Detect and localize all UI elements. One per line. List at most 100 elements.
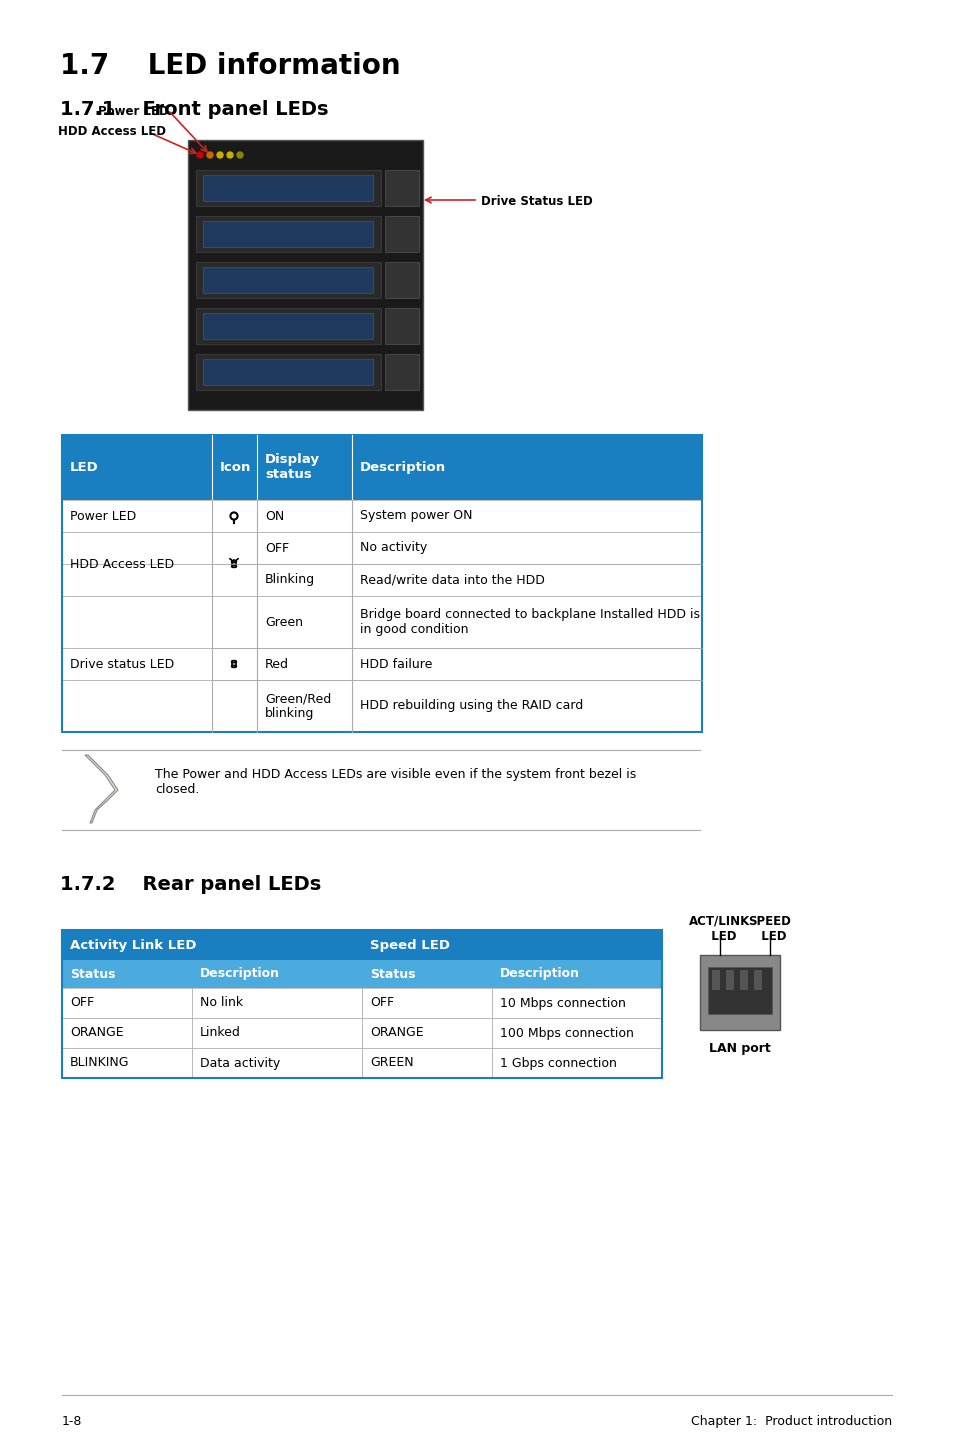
Bar (492, 1018, 661, 1048)
Text: System power ON: System power ON (359, 509, 472, 522)
Text: HDD failure: HDD failure (359, 657, 432, 670)
Bar (740, 971, 747, 989)
Bar (361, 1048, 492, 1078)
Bar (361, 930, 661, 961)
Text: Chapter 1:  Product introduction: Chapter 1: Product introduction (690, 1415, 891, 1428)
Bar (62, 961, 192, 988)
Bar (385, 262, 418, 298)
Text: 1-8: 1-8 (62, 1415, 82, 1428)
Bar (203, 267, 373, 293)
Circle shape (196, 152, 203, 158)
Bar (195, 216, 380, 252)
Text: GREEN: GREEN (370, 1057, 414, 1070)
Bar (385, 354, 418, 390)
Bar (195, 262, 380, 298)
Text: Description: Description (359, 462, 446, 475)
Bar (203, 313, 373, 339)
Bar (62, 532, 701, 564)
Text: No activity: No activity (359, 542, 427, 555)
Circle shape (216, 152, 223, 158)
Bar (62, 1018, 192, 1048)
Text: 1.7.2    Rear panel LEDs: 1.7.2 Rear panel LEDs (60, 874, 321, 894)
Text: 10 Mbps connection: 10 Mbps connection (499, 997, 625, 1009)
Circle shape (236, 152, 243, 158)
Bar (192, 961, 361, 988)
Text: Data activity: Data activity (200, 1057, 280, 1070)
Bar (203, 221, 373, 247)
Text: OFF: OFF (370, 997, 394, 1009)
Text: Blinking: Blinking (265, 574, 314, 587)
Text: Power LED: Power LED (70, 509, 136, 522)
Text: OFF: OFF (70, 997, 94, 1009)
Bar (62, 595, 701, 649)
Bar (203, 360, 373, 385)
Bar (385, 216, 418, 252)
Text: OFF: OFF (265, 542, 289, 555)
Text: BLINKING: BLINKING (70, 1057, 130, 1070)
Bar (62, 564, 701, 595)
Text: Bridge board connected to backplane Installed HDD is
in good condition: Bridge board connected to backplane Inst… (359, 608, 700, 636)
Text: No link: No link (200, 997, 243, 1009)
Text: 1 Gbps connection: 1 Gbps connection (499, 1057, 617, 1070)
Bar (361, 1018, 492, 1048)
Bar (62, 436, 701, 500)
Text: Linked: Linked (200, 1027, 240, 1040)
Text: Read/write data into the HDD: Read/write data into the HDD (359, 574, 544, 587)
Text: Drive status LED: Drive status LED (70, 657, 174, 670)
Text: Green: Green (265, 615, 303, 628)
Bar (711, 971, 720, 989)
Text: SPEED
  LED: SPEED LED (748, 915, 791, 943)
Text: 100 Mbps connection: 100 Mbps connection (499, 1027, 633, 1040)
Bar (725, 971, 733, 989)
Text: Drive Status LED: Drive Status LED (480, 196, 592, 209)
Bar (361, 988, 492, 1018)
Polygon shape (85, 755, 118, 823)
Bar (385, 308, 418, 344)
Text: Display
status: Display status (265, 453, 319, 482)
Bar (192, 1048, 361, 1078)
Text: The Power and HDD Access LEDs are visible even if the system front bezel is
clos: The Power and HDD Access LEDs are visibl… (154, 768, 636, 797)
Bar (492, 1048, 661, 1078)
Text: Activity Link LED: Activity Link LED (70, 939, 196, 952)
Text: ORANGE: ORANGE (370, 1027, 423, 1040)
Bar (753, 971, 761, 989)
Bar (62, 649, 701, 680)
Bar (62, 930, 661, 1078)
Bar (62, 930, 361, 961)
Bar (195, 354, 380, 390)
Text: Status: Status (70, 968, 115, 981)
Bar (195, 170, 380, 206)
Circle shape (207, 152, 213, 158)
Bar (62, 988, 192, 1018)
Text: LED: LED (70, 462, 99, 475)
Text: Icon: Icon (220, 462, 251, 475)
Text: Status: Status (370, 968, 416, 981)
Bar (62, 500, 701, 532)
Text: Power LED: Power LED (98, 105, 169, 118)
Bar (492, 961, 661, 988)
Bar (361, 961, 492, 988)
Text: ORANGE: ORANGE (70, 1027, 124, 1040)
Bar (62, 436, 701, 732)
Text: 1.7    LED information: 1.7 LED information (60, 52, 400, 81)
Text: Description: Description (499, 968, 579, 981)
Text: HDD Access LED: HDD Access LED (70, 558, 174, 571)
Bar (188, 139, 422, 410)
Text: ACT/LINK
  LED: ACT/LINK LED (689, 915, 750, 943)
Text: Red: Red (265, 657, 289, 670)
Bar (385, 170, 418, 206)
Bar (192, 1018, 361, 1048)
Text: Speed LED: Speed LED (370, 939, 450, 952)
Bar (707, 966, 771, 1014)
Text: Description: Description (200, 968, 280, 981)
Circle shape (227, 152, 233, 158)
Bar (203, 175, 373, 201)
Text: Green/Red
blinking: Green/Red blinking (265, 692, 331, 720)
Text: HDD rebuilding using the RAID card: HDD rebuilding using the RAID card (359, 699, 582, 712)
Bar (195, 308, 380, 344)
Bar (192, 988, 361, 1018)
Text: ON: ON (265, 509, 284, 522)
Bar (492, 988, 661, 1018)
Text: 1.7.1    Front panel LEDs: 1.7.1 Front panel LEDs (60, 101, 328, 119)
Bar (62, 680, 701, 732)
